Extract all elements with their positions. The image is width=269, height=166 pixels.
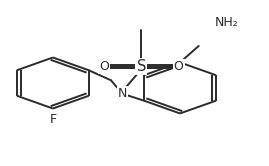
Text: O: O xyxy=(174,60,184,73)
Text: NH₂: NH₂ xyxy=(215,16,239,29)
Text: S: S xyxy=(136,59,146,74)
Text: F: F xyxy=(49,113,56,126)
Text: N: N xyxy=(118,87,127,100)
Text: O: O xyxy=(99,60,109,73)
